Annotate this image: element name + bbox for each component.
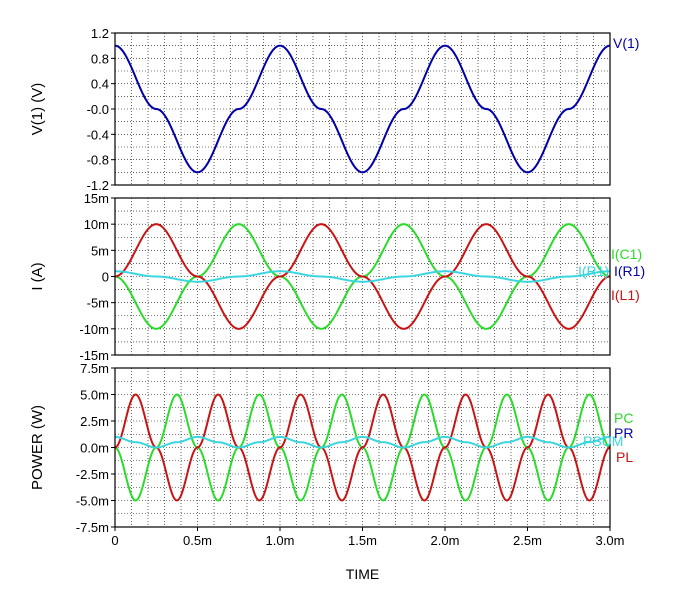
y-axis-label: POWER (W) [29, 405, 46, 490]
y-tick-label: 1.2 [91, 26, 109, 41]
legend-entry: V(1) [613, 35, 639, 51]
x-tick-label: 1.5m [348, 533, 377, 548]
x-tick-label: 0 [111, 533, 118, 548]
y-tick-label: 5.0m [80, 388, 109, 403]
legend-entry: I(R1) [614, 263, 645, 279]
x-tick-label: 2.0m [431, 533, 460, 548]
x-tick-label: 0.5m [183, 533, 212, 548]
y-tick-label: -0.0 [87, 102, 109, 117]
y-tick-label: -7.5m [76, 520, 109, 535]
y-axis-label: I (A) [29, 262, 46, 290]
x-tick-label: 1.0m [266, 533, 295, 548]
y-tick-label: -1.2 [87, 178, 109, 193]
x-tick-label: 3.0m [596, 533, 625, 548]
y-tick-label: -5m [87, 296, 109, 311]
series-line-pr [114, 435, 611, 449]
series-line-v-1- [114, 44, 611, 174]
x-axis-label: TIME [346, 566, 379, 582]
legend-entry: PC [614, 410, 633, 426]
legend-entry: I(C1) [611, 246, 642, 262]
y-tick-label: -5.0m [76, 494, 109, 509]
y-tick-label: -2.5m [76, 467, 109, 482]
series-line-i-l1- [114, 223, 611, 330]
legend-entry: PSUM [583, 433, 623, 449]
y-tick-label: 7.5m [80, 361, 109, 376]
y-tick-label: 5m [91, 243, 109, 258]
x-tick-label: 2.5m [513, 533, 542, 548]
plot-frame [114, 32, 611, 186]
y-tick-label: 0.4 [91, 77, 109, 92]
y-tick-label: 0 [102, 270, 109, 285]
y-tick-label: 15m [84, 191, 109, 206]
plot-frame [114, 197, 611, 356]
y-tick-label: -15m [79, 348, 109, 363]
y-tick-label: 0.0m [80, 441, 109, 456]
legend-entry: PL [616, 449, 633, 465]
y-tick-label: -0.8 [87, 153, 109, 168]
y-tick-label: 2.5m [80, 414, 109, 429]
series-line-pl [114, 393, 611, 502]
legend-entry: I(R1) [578, 263, 609, 279]
legend-entry: I(L1) [611, 287, 640, 303]
y-tick-label: -10m [79, 322, 109, 337]
legend-entry: PR [614, 425, 633, 441]
series-line-i-r1- [114, 270, 611, 283]
y-axis-label: V(1) (V) [29, 83, 46, 136]
y-tick-label: 10m [84, 217, 109, 232]
y-tick-label: -0.4 [87, 127, 109, 142]
y-tick-label: 0.8 [91, 51, 109, 66]
